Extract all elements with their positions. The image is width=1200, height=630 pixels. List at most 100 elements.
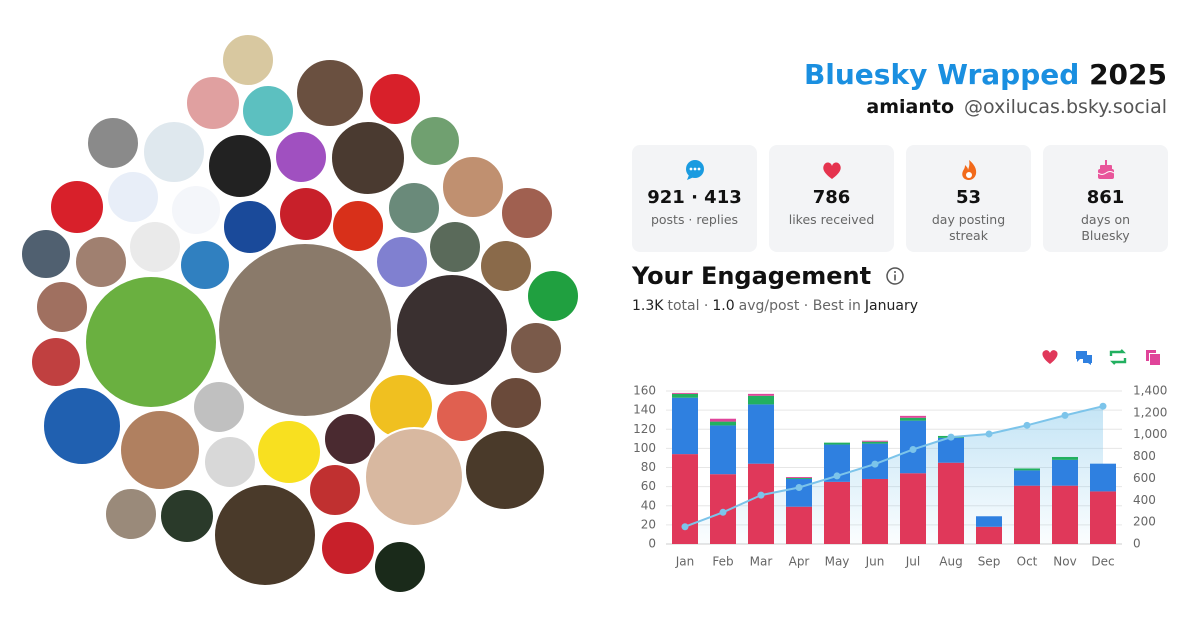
legend-icon[interactable]: [1146, 350, 1160, 365]
avatar[interactable]: [320, 520, 376, 576]
info-icon[interactable]: [885, 266, 905, 286]
avatar[interactable]: [278, 186, 334, 242]
avatar[interactable]: [489, 376, 543, 430]
avatar[interactable]: [170, 184, 222, 236]
avatar[interactable]: [428, 220, 482, 274]
bar-segment: [1090, 463, 1116, 492]
avatar[interactable]: [441, 155, 505, 219]
bar-segment: [1052, 459, 1078, 486]
avatar[interactable]: [106, 170, 160, 224]
avatar[interactable]: [241, 84, 295, 138]
bar-segment: [1014, 470, 1040, 486]
avatar[interactable]: [331, 199, 385, 253]
avatar[interactable]: [375, 235, 429, 289]
legend-icon[interactable]: [1109, 349, 1127, 365]
line-point: [947, 433, 955, 441]
bar-segment: [938, 462, 964, 544]
title-brand: Bluesky Wrapped: [803, 58, 1080, 91]
avatar[interactable]: [30, 336, 82, 388]
avatar[interactable]: [142, 120, 206, 184]
line-point: [1099, 402, 1107, 410]
avatar[interactable]: [86, 116, 140, 170]
avatar[interactable]: [308, 463, 362, 517]
avatar[interactable]: [42, 386, 122, 466]
avatar[interactable]: [217, 242, 393, 418]
icon: [961, 160, 976, 180]
stat-card: 861 days on Bluesky: [1043, 145, 1168, 252]
line-point: [985, 430, 993, 438]
bar-segment: [748, 404, 774, 464]
display-name: amianto: [866, 96, 955, 118]
bar-segment: [786, 478, 812, 479]
bar-segment: [748, 393, 774, 396]
x-tick-label: Jan: [675, 555, 695, 569]
account: amianto @oxilucas.bsky.social: [866, 96, 1167, 118]
y2-tick-label: 200: [1133, 515, 1156, 529]
avatar[interactable]: [74, 235, 128, 289]
avatar[interactable]: [213, 483, 317, 587]
section-title-text: Your Engagement: [632, 262, 872, 290]
y-tick-label: 160: [633, 384, 656, 398]
avatar[interactable]: [368, 72, 422, 126]
avatar[interactable]: [185, 75, 241, 131]
avatar[interactable]: [526, 269, 580, 323]
x-tick-label: Aug: [939, 555, 962, 569]
stat-card: 921 · 413 posts · replies: [632, 145, 757, 252]
avatar[interactable]: [479, 239, 533, 293]
bar-segment: [824, 442, 850, 445]
avatar[interactable]: [128, 220, 182, 274]
bar-segment: [710, 421, 736, 426]
avatar[interactable]: [409, 115, 461, 167]
bar-segment: [672, 392, 698, 394]
section-title: Your Engagement: [632, 262, 905, 290]
avatar[interactable]: [221, 33, 275, 87]
line-point: [719, 508, 727, 516]
avatar[interactable]: [192, 380, 246, 434]
avatar[interactable]: [119, 409, 201, 491]
avatar[interactable]: [323, 412, 377, 466]
avatar[interactable]: [256, 419, 322, 485]
avatar[interactable]: [84, 275, 218, 409]
bar-segment: [710, 425, 736, 475]
bar-segment: [862, 478, 888, 544]
bar-segment: [786, 477, 812, 479]
avatar[interactable]: [395, 273, 509, 387]
line-point: [681, 523, 689, 531]
avatar[interactable]: [295, 58, 365, 128]
bar-segment: [938, 437, 964, 463]
legend-icon[interactable]: [1042, 350, 1058, 364]
bar-segment: [710, 418, 736, 422]
x-tick-label: Apr: [789, 555, 810, 569]
y-tick-label: 120: [633, 422, 656, 436]
summary-part: January: [864, 298, 918, 314]
avatar[interactable]: [435, 389, 489, 443]
avatar[interactable]: [464, 429, 546, 511]
avatar[interactable]: [373, 540, 427, 594]
bar-segment: [672, 454, 698, 544]
handle: @oxilucas.bsky.social: [964, 96, 1167, 118]
y-tick-label: 40: [641, 498, 656, 512]
avatar[interactable]: [179, 239, 231, 291]
avatar[interactable]: [159, 488, 215, 544]
avatar[interactable]: [387, 181, 441, 235]
avatar[interactable]: [20, 228, 72, 280]
avatar[interactable]: [364, 427, 464, 527]
legend-icon[interactable]: [1076, 351, 1092, 365]
avatar[interactable]: [49, 179, 105, 235]
bar-segment: [900, 415, 926, 418]
stat-label: posts · replies: [650, 212, 739, 227]
avatar[interactable]: [274, 130, 328, 184]
bar-segment: [786, 506, 812, 544]
line-point: [833, 472, 841, 480]
avatar[interactable]: [35, 280, 89, 334]
avatar[interactable]: [203, 435, 257, 489]
line: [684, 405, 1104, 528]
x-tick-label: Jun: [865, 555, 885, 569]
avatar[interactable]: [222, 199, 278, 255]
avatar[interactable]: [330, 120, 406, 196]
avatar[interactable]: [207, 133, 273, 199]
avatar[interactable]: [500, 186, 554, 240]
avatar[interactable]: [104, 487, 158, 541]
avatar[interactable]: [509, 321, 563, 375]
